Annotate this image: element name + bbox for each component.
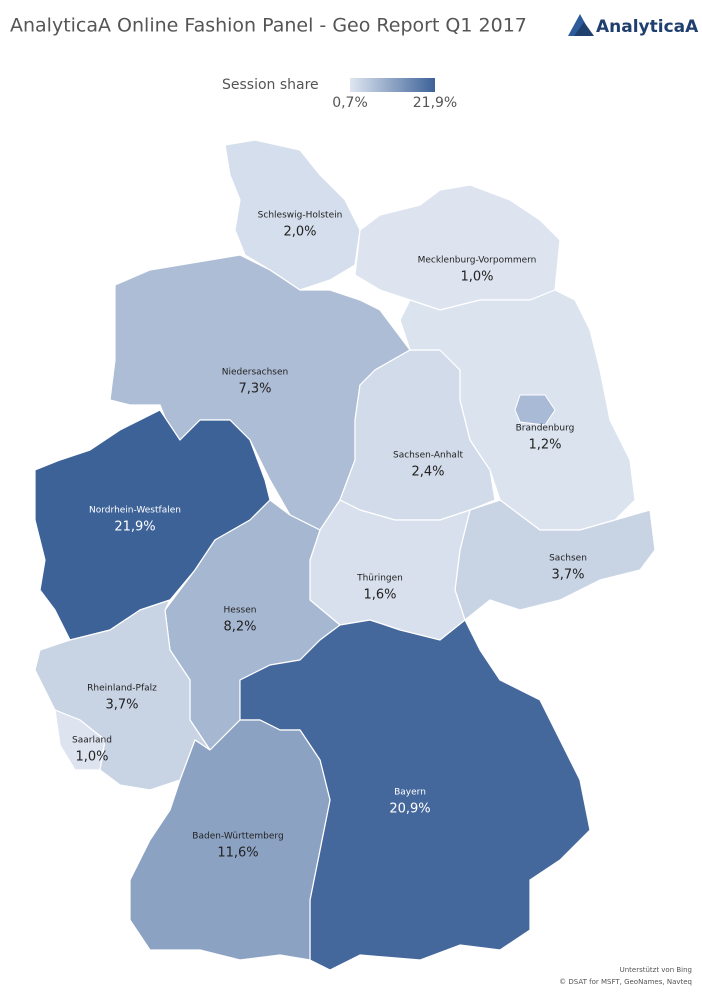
region-name: Thüringen <box>356 574 403 584</box>
region-name: Sachsen <box>549 554 587 564</box>
region-name: Brandenburg <box>516 424 575 434</box>
region-name: Baden-Württemberg <box>192 832 283 842</box>
logo: AnalyticaA <box>568 14 699 37</box>
region-labels: Schleswig-Holstein 2,0% Mecklenburg-Vorpom… <box>72 211 587 861</box>
region-name: Hessen <box>224 606 257 616</box>
region-value: 1,6% <box>363 588 396 603</box>
region-value: 3,7% <box>551 568 584 583</box>
region-value: 20,9% <box>389 802 430 817</box>
city-state-shape <box>514 394 556 426</box>
region-value: 1,0% <box>460 270 493 285</box>
region-value: 2,0% <box>283 225 316 240</box>
region-name: Bayern <box>394 788 426 798</box>
logo-text: AnalyticaA <box>596 17 699 37</box>
region-name: Niedersachsen <box>222 368 289 378</box>
legend-min: 0,7% <box>332 95 368 111</box>
logo-icon <box>574 22 594 36</box>
attribution: Unterstützt von Bing <box>620 966 692 974</box>
region-shape <box>309 499 471 641</box>
region-value: 3,7% <box>105 698 138 713</box>
region-name: Schleswig-Holstein <box>258 211 343 221</box>
regions <box>34 139 656 971</box>
legend-gradient <box>350 78 435 92</box>
region-name: Nordrhein-Westfalen <box>89 506 181 516</box>
region-name: Rheinland-Pfalz <box>87 684 157 694</box>
region-shape <box>129 719 331 961</box>
attribution: © DSAT for MSFT, GeoNames, Navteq <box>559 978 692 986</box>
legend-max: 21,9% <box>413 95 457 111</box>
region-value: 8,2% <box>223 620 256 635</box>
region-value: 21,9% <box>114 520 155 535</box>
region-value: 7,3% <box>238 382 271 397</box>
region-value: 2,4% <box>411 465 444 480</box>
region-shape <box>354 184 561 311</box>
region-shape <box>224 139 361 291</box>
region-shape <box>54 709 106 771</box>
region-value: 11,6% <box>217 846 258 861</box>
region-value: 1,0% <box>75 750 108 765</box>
region-value: 1,2% <box>528 438 561 453</box>
region-name: Saarland <box>72 736 112 746</box>
report-title: AnalyticaA Online Fashion Panel - Geo Re… <box>10 15 527 37</box>
region-name: Mecklenburg-Vorpommern <box>418 256 537 266</box>
region-name: Sachsen-Anhalt <box>393 451 463 461</box>
legend-title: Session share <box>222 77 319 93</box>
